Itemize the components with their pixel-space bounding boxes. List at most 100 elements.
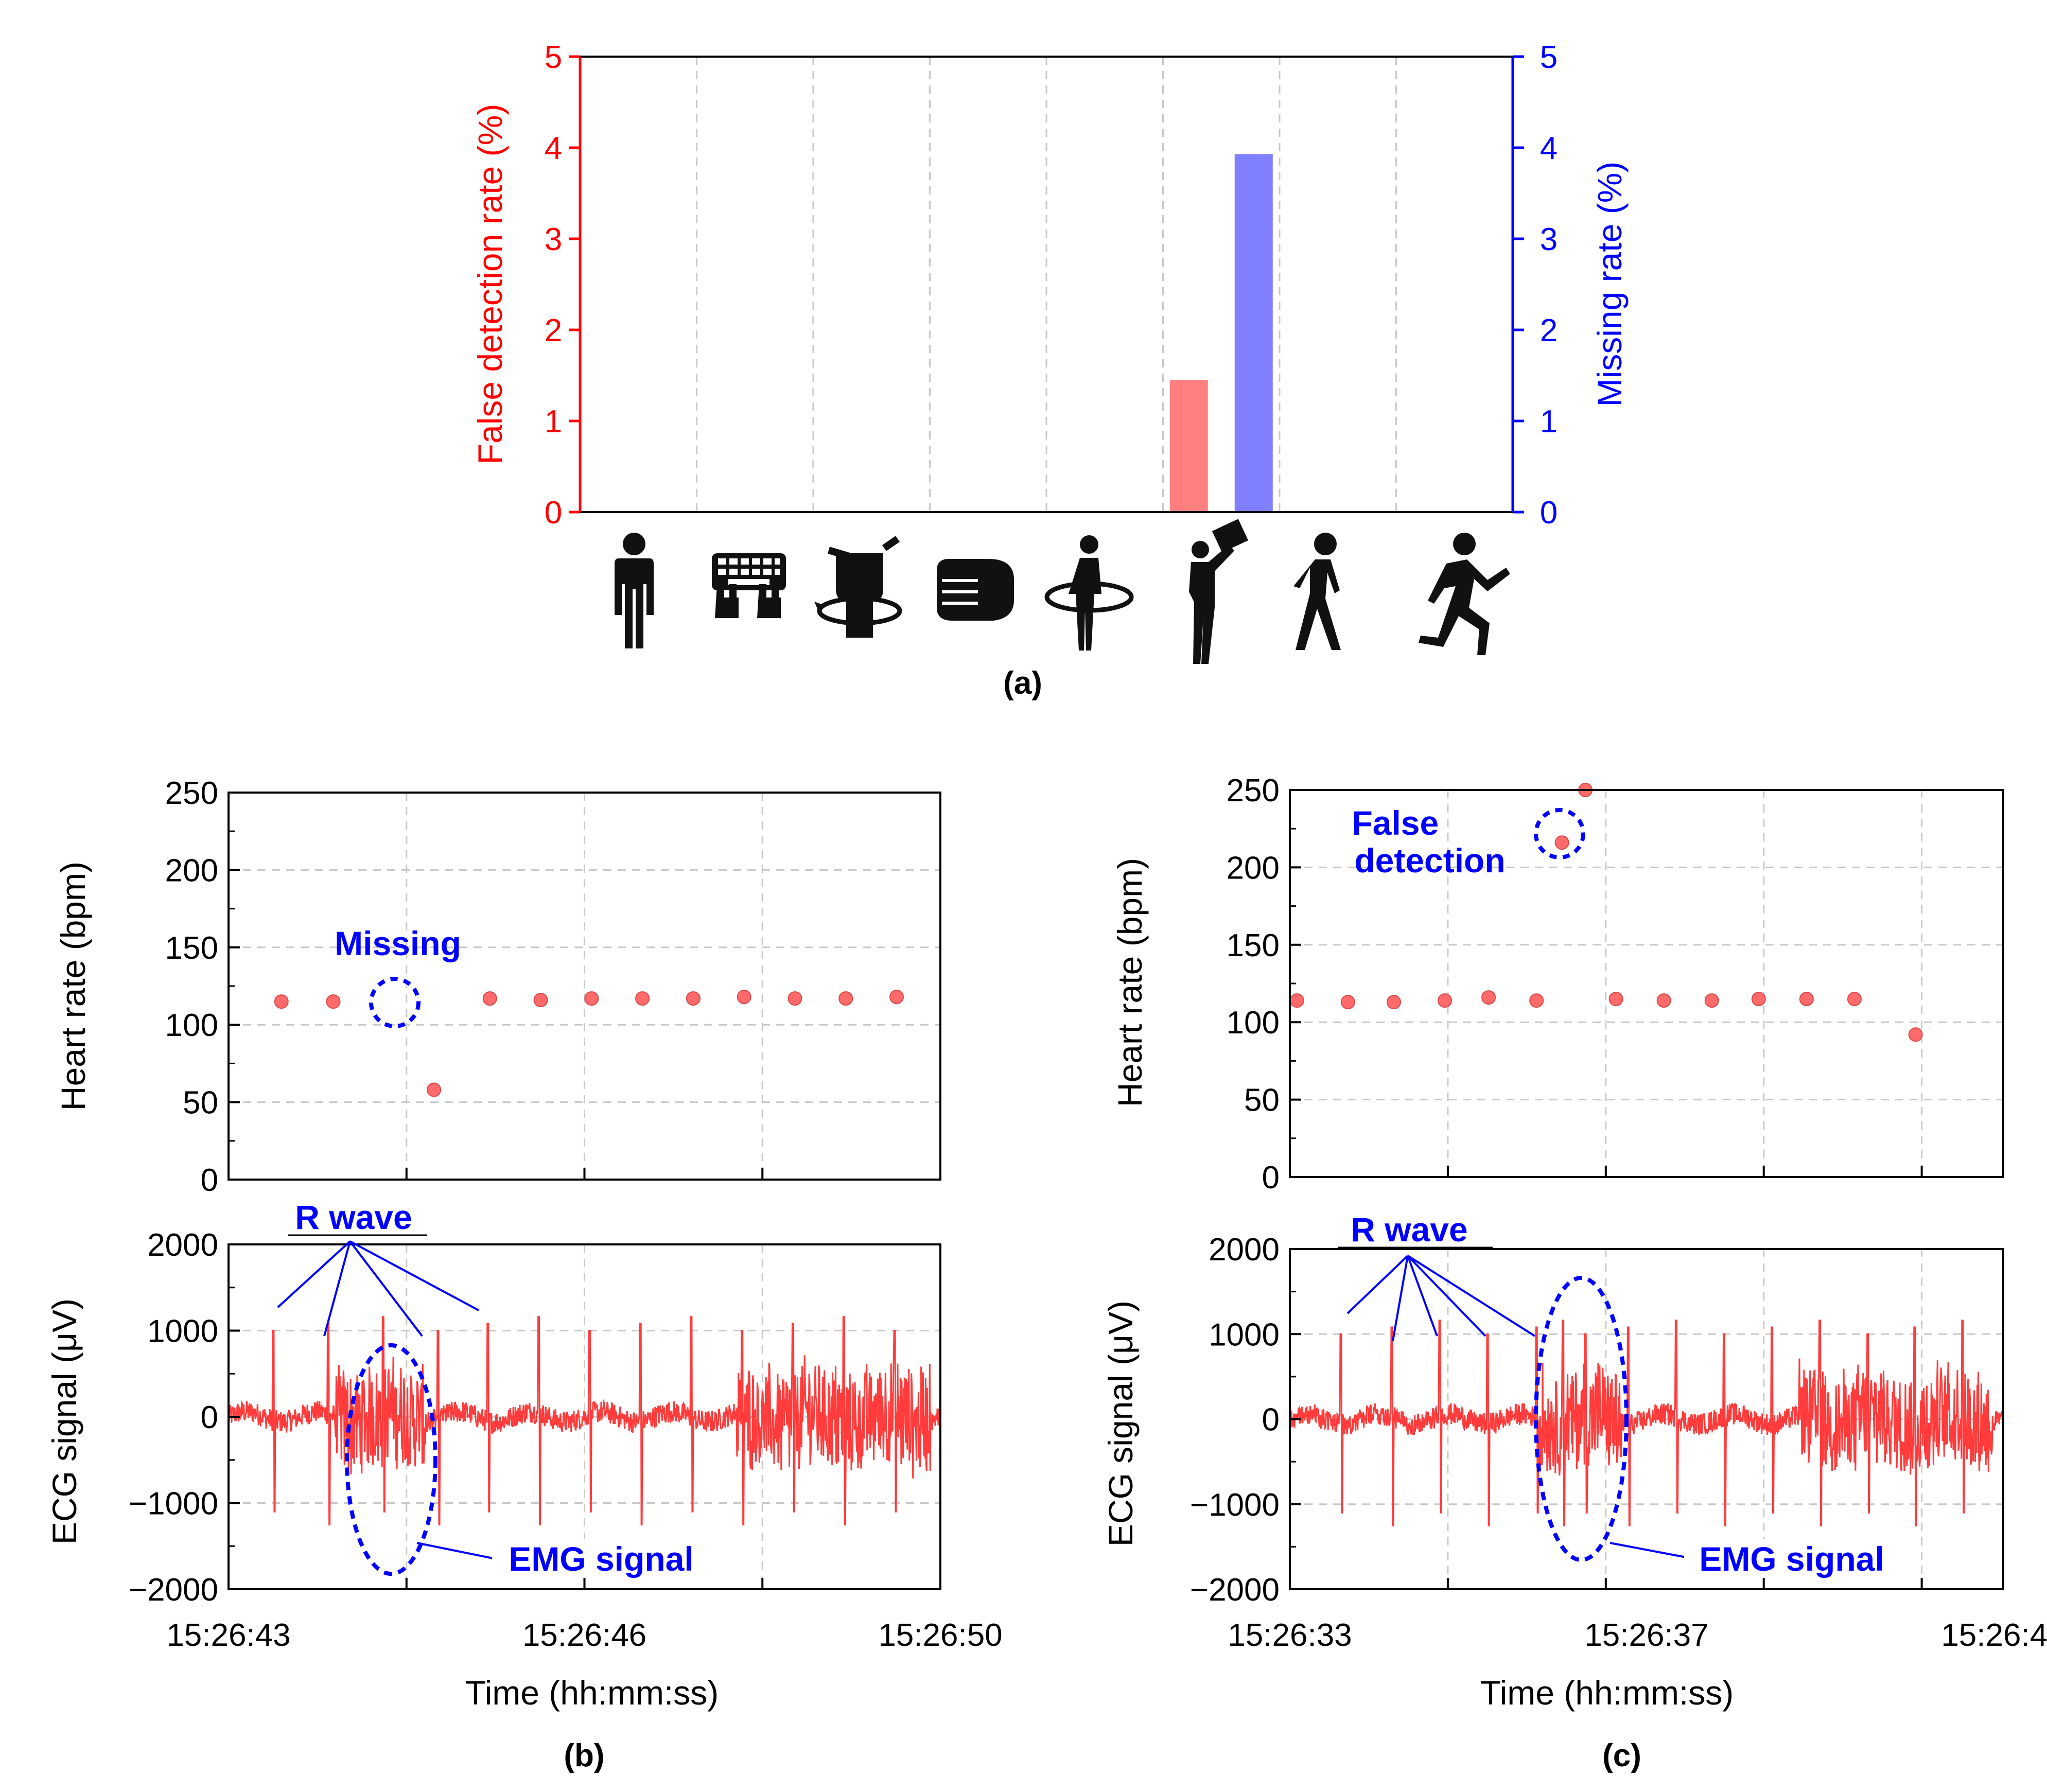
y-tick-label: 150 xyxy=(165,930,218,966)
hr-point xyxy=(1608,992,1623,1007)
hr-point xyxy=(326,994,341,1009)
emg-label-bg-c xyxy=(1684,1539,1900,1578)
hr-point xyxy=(1340,995,1355,1010)
typing-hands-icon xyxy=(712,553,786,618)
r-wave-arrow xyxy=(349,1240,479,1311)
hr-point xyxy=(274,994,289,1009)
y-axis-title-left: False detection rate (%) xyxy=(471,104,509,465)
r-wave-annotation-c: R wave xyxy=(1351,1210,1467,1249)
panel-a: 0 0 1 1 2 2 3 3 4 4 5 5 False detection rate (%) Mi… xyxy=(471,40,1629,701)
standing-person-icon xyxy=(615,533,654,648)
y-tick-label: 1000 xyxy=(147,1314,218,1349)
r-wave-arrow xyxy=(1407,1255,1438,1337)
x-tick-label: 15:26:46 xyxy=(522,1618,646,1653)
y-tick-label-left: 3 xyxy=(545,222,562,257)
y-tick-label: 100 xyxy=(1227,1005,1280,1041)
r-wave-label-bg-b xyxy=(278,1199,432,1233)
y-tick-label: −2000 xyxy=(1190,1572,1280,1608)
emg-label-bg-b xyxy=(492,1539,708,1578)
y-tick-label: 50 xyxy=(1244,1083,1280,1118)
hr-point xyxy=(1554,835,1569,850)
y-tick-label-left: 2 xyxy=(545,313,562,348)
y-tick-label-right: 3 xyxy=(1540,222,1558,257)
r-wave-arrow xyxy=(349,1240,423,1337)
panel-b: 0 50 100 150 200 250 Heart rate (bpm) Missing… xyxy=(45,776,1003,1773)
wrist-rotation-icon xyxy=(814,536,902,638)
hr-point xyxy=(1481,990,1496,1005)
hr-point xyxy=(788,991,802,1006)
hr-point xyxy=(1437,993,1452,1008)
r-wave-arrow xyxy=(323,1241,351,1337)
x-tick-label: 15:26:43 xyxy=(166,1618,290,1653)
ecg-axis-title-c: ECG signal (μV) xyxy=(1101,1301,1140,1547)
hr-point xyxy=(635,991,650,1006)
x-tick-label: 15:26:50 xyxy=(878,1618,1002,1653)
y-tick-label-right: 0 xyxy=(1540,495,1558,531)
y-tick-label-left: 5 xyxy=(545,40,562,75)
emg-leader-c xyxy=(1609,1542,1687,1558)
hr-point xyxy=(737,990,751,1005)
r-wave-label-bg-c xyxy=(1333,1213,1488,1246)
y-tick-label: 1000 xyxy=(1209,1317,1280,1352)
hr-point xyxy=(1847,992,1862,1007)
hr-point xyxy=(482,991,497,1006)
y-tick-label: 0 xyxy=(201,1400,218,1435)
walking-person-icon xyxy=(1293,533,1341,650)
y-tick-label: −1000 xyxy=(129,1486,218,1522)
x-axis-title-b: Time (hh:mm:ss) xyxy=(465,1674,719,1712)
y-tick-label: 50 xyxy=(183,1085,218,1121)
hr-point xyxy=(1799,992,1814,1007)
y-tick-label: −2000 xyxy=(129,1572,218,1608)
panel-label-a: (a) xyxy=(1003,665,1042,701)
panel-a-plot-frame xyxy=(579,56,1514,513)
hr-point xyxy=(838,991,853,1006)
hr-axis-title-c: Heart rate (bpm) xyxy=(1111,858,1149,1107)
missing-circle xyxy=(369,977,421,1028)
x-tick-label: 15:26:37 xyxy=(1584,1618,1708,1653)
y-tick-label-left: 0 xyxy=(545,495,562,531)
hr-point xyxy=(1908,1027,1923,1042)
panel-c: 0 50 100 150 200 250 Heart rate (bpm) False d… xyxy=(1101,773,2047,1773)
bar-false-detection xyxy=(1169,380,1208,512)
emg-annotation-b: EMG signal xyxy=(509,1540,693,1578)
y-tick-label: 250 xyxy=(165,776,218,811)
false-detection-line1: False xyxy=(1352,804,1439,842)
hr-point xyxy=(1529,993,1544,1008)
r-wave-arrow xyxy=(1392,1255,1409,1342)
y-tick-label-right: 1 xyxy=(1540,404,1558,440)
r-wave-arrow xyxy=(277,1240,351,1308)
y-tick-label: 0 xyxy=(1262,1402,1280,1438)
r-wave-arrow xyxy=(1407,1255,1536,1337)
hr-point xyxy=(1656,993,1671,1008)
r-wave-arrow xyxy=(1407,1255,1486,1337)
y-tick-label: 0 xyxy=(201,1163,218,1198)
hr-point xyxy=(584,991,599,1006)
ecg-axis-title-b: ECG signal (μV) xyxy=(45,1298,83,1544)
y-tick-label-right: 5 xyxy=(1540,40,1558,75)
emg-ellipse-b xyxy=(345,1343,438,1576)
panel-label-b: (b) xyxy=(564,1738,604,1773)
y-tick-label-left: 1 xyxy=(545,404,562,440)
y-tick-label: 150 xyxy=(1227,928,1280,963)
y-tick-label: 200 xyxy=(1227,850,1280,886)
y-tick-label: 2000 xyxy=(1209,1232,1280,1268)
y-tick-label-right: 4 xyxy=(1540,131,1558,166)
hr-point xyxy=(1704,993,1719,1008)
y-tick-label-right: 2 xyxy=(1540,313,1558,348)
x-tick-label: 15:26:33 xyxy=(1228,1618,1352,1653)
x-axis-title-c: Time (hh:mm:ss) xyxy=(1480,1674,1734,1712)
y-tick-label: 250 xyxy=(1227,773,1280,809)
hr-axis-title-b: Heart rate (bpm) xyxy=(54,862,92,1111)
hr-point xyxy=(889,990,904,1005)
y-tick-label: −1000 xyxy=(1190,1487,1280,1523)
missing-annotation: Missing xyxy=(335,924,461,962)
ecg-trace-c xyxy=(1289,1320,2004,1526)
y-tick-label: 100 xyxy=(165,1008,218,1043)
emg-ellipse-c xyxy=(1534,1276,1629,1562)
y-tick-label: 2000 xyxy=(147,1227,218,1263)
r-wave-arrow xyxy=(1346,1255,1409,1314)
y-tick-label-left: 4 xyxy=(545,131,562,166)
false-detection-line2: detection xyxy=(1354,841,1505,880)
hr-point xyxy=(1751,992,1766,1007)
hr-point xyxy=(427,1082,442,1097)
